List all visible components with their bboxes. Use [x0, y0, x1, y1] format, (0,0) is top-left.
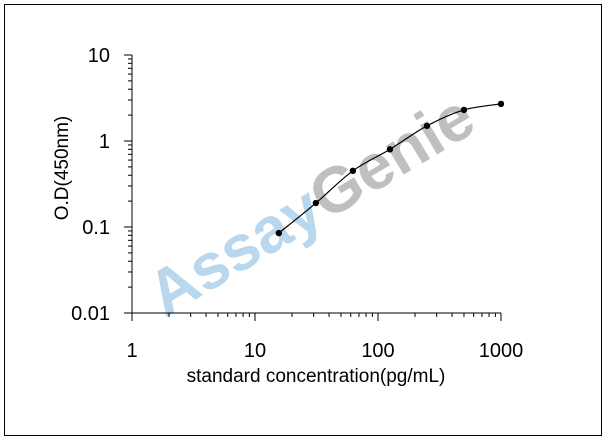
data-point: [349, 167, 357, 175]
data-point: [275, 229, 283, 237]
ticks: 1 10 100 1000 0.01 0.1 1 10: [71, 45, 523, 362]
watermark-text: AssayGenie: [135, 80, 486, 330]
data-point: [423, 122, 431, 130]
watermark: AssayGenie: [135, 80, 486, 330]
chart-frame: [4, 4, 602, 436]
y-axis-title: O.D(450nm): [52, 116, 73, 221]
x-tick-label: 10: [244, 340, 266, 362]
points: [275, 100, 505, 237]
watermark-part: Assay: [135, 171, 334, 330]
x-tick-label: 1000: [479, 340, 524, 362]
x-axis-title: standard concentration(pg/mL): [187, 366, 446, 387]
data-point: [497, 100, 505, 108]
axes: [131, 55, 501, 314]
y-tick-label: 0.01: [71, 303, 110, 325]
y-tick-label: 1: [99, 131, 110, 153]
watermark-part: Genie: [297, 80, 487, 233]
data-point: [312, 199, 320, 207]
data-point: [460, 106, 468, 114]
x-tick-label: 1: [126, 340, 137, 362]
data-point: [386, 146, 394, 153]
y-tick-label: 0.1: [82, 217, 110, 239]
x-tick-label: 100: [361, 340, 394, 362]
y-tick-label: 10: [88, 45, 110, 67]
